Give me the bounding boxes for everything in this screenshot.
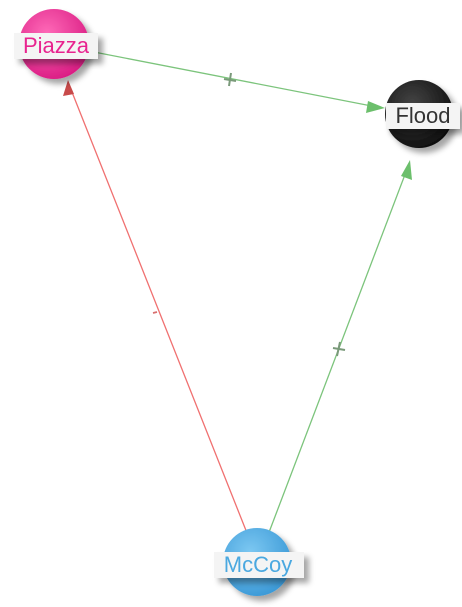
edge-sign-minus-icon [152, 311, 158, 314]
edge-mccoy-flood[interactable] [267, 160, 412, 536]
node-label: McCoy [224, 552, 292, 577]
node-label: Flood [395, 103, 450, 128]
node-label-box [214, 552, 304, 578]
node-label-box [386, 103, 460, 129]
node-flood[interactable]: Flood [385, 80, 460, 148]
edge-piazza-flood[interactable] [93, 51, 385, 113]
edge-mccoy-piazza[interactable] [63, 80, 248, 534]
node-piazza[interactable]: Piazza [14, 9, 98, 79]
edge-sign-plus-icon [223, 72, 237, 87]
node-mccoy[interactable]: McCoy [214, 528, 304, 596]
edge-sign-plus-icon [332, 341, 346, 357]
node-label-box [14, 33, 98, 59]
edges [63, 51, 412, 536]
node-label: Piazza [23, 33, 90, 58]
